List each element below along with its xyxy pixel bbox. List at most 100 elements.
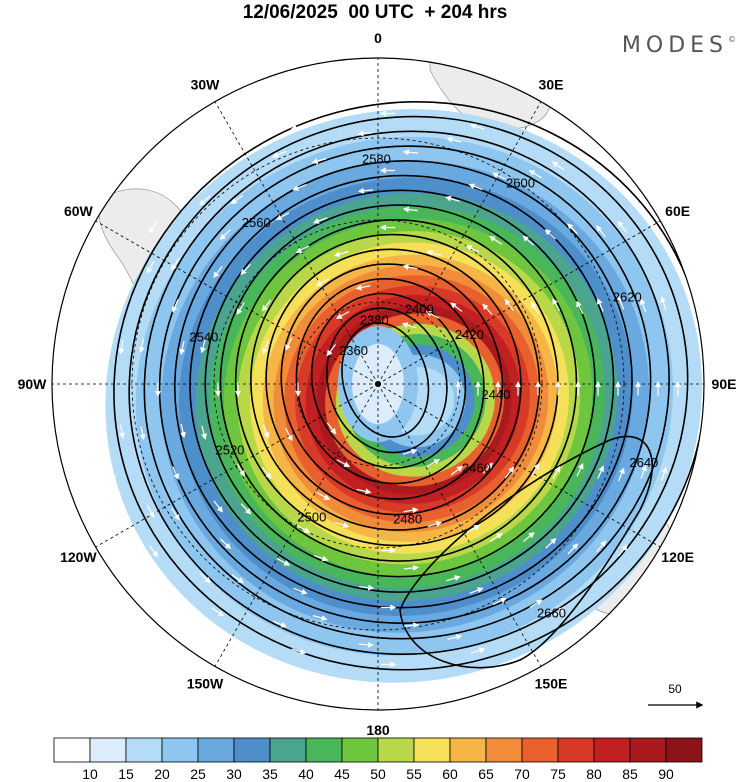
wind-vector	[292, 184, 307, 191]
wind-vector	[466, 524, 481, 533]
wind-vector	[108, 297, 115, 312]
wind-vector	[291, 648, 307, 655]
wind-vector	[425, 311, 440, 319]
wind-vector	[639, 298, 647, 313]
contour-label: 2600	[506, 176, 535, 191]
wind-vector	[402, 264, 418, 270]
wind-vector	[200, 339, 206, 354]
wind-vector	[201, 425, 207, 440]
wind-vector	[450, 302, 463, 312]
wind-vector	[482, 303, 493, 316]
height-contour	[158, 145, 652, 624]
wind-vector	[220, 538, 232, 550]
wind-vector	[356, 488, 372, 495]
colorbar-tick: 15	[118, 766, 134, 782]
contour-label: 2540	[189, 329, 218, 344]
wind-vector	[552, 607, 566, 617]
wind-vector	[236, 463, 245, 477]
wind-vector	[504, 466, 515, 479]
height-contours	[113, 101, 704, 671]
colorbar-tick: 70	[514, 766, 530, 782]
wind-vector	[211, 607, 225, 617]
wind-vector	[262, 424, 270, 439]
wind-vector	[567, 543, 579, 555]
wind-vector	[403, 507, 419, 514]
contour-labels: 2360 2380 2400 2420 2440 2460 2480 2500 2520 2540…	[189, 151, 658, 620]
wind-vector	[312, 615, 328, 621]
graticule	[52, 58, 704, 710]
colorbar-tick: 40	[298, 766, 314, 782]
wind-vector	[522, 235, 535, 246]
wind-vector	[335, 311, 350, 319]
map-title: 12/06/2025 00 UTC + 204 hrs	[242, 2, 508, 23]
height-contour	[295, 277, 485, 485]
wind-vector	[618, 544, 628, 557]
wind-vector	[468, 183, 483, 191]
colorbar-tick: 20	[154, 766, 170, 782]
wind-vector	[315, 278, 330, 286]
colorbar-swatch	[89, 737, 127, 763]
wind-vector	[426, 459, 441, 467]
wind-vector	[275, 212, 290, 221]
longitude-labels: 0 30E 60E 90E 120E 150E 180 150W 120W 90W 60W 30W	[18, 30, 737, 738]
wind-vector	[617, 220, 628, 233]
height-contour	[174, 160, 633, 609]
meridian-line	[95, 220, 379, 385]
contour-label: 2580	[362, 151, 391, 166]
wind-vector	[119, 424, 125, 439]
height-contour	[234, 219, 559, 547]
colorbar-swatch	[53, 737, 91, 763]
wind-vector	[199, 195, 211, 206]
wind-vector	[179, 340, 186, 356]
wind-vector	[617, 295, 625, 310]
colorbar-tick: 10	[82, 766, 98, 782]
wind-vector	[552, 298, 561, 312]
longitude-label: 90E	[712, 376, 737, 392]
wind-vector	[296, 525, 311, 533]
wind-vector	[172, 466, 180, 480]
colorbar-swatch	[629, 737, 667, 763]
contour-label: 2620	[613, 290, 642, 305]
contour-label: 2660	[537, 605, 566, 620]
wind-vector	[576, 300, 584, 315]
wind-vector	[482, 462, 493, 474]
height-contour	[219, 204, 578, 562]
wind-vector	[401, 322, 417, 329]
wind-vector	[231, 574, 244, 584]
contour-label: 2440	[481, 387, 510, 402]
wind-vector	[171, 508, 180, 521]
wind-vector	[492, 172, 506, 180]
colorbar: 10 15 20 25 30 35 40 45 50 55 60 65 70 75 80 85 90	[53, 737, 703, 782]
wind-vector	[285, 337, 293, 351]
wind-vector	[660, 296, 667, 311]
contour-label: 2640	[629, 455, 658, 470]
wind-vector	[661, 466, 668, 481]
wind-vector	[596, 225, 606, 238]
longitude-label: 120W	[60, 549, 97, 565]
wind-vector	[261, 299, 272, 312]
wind-vector	[359, 584, 375, 591]
wind-vector	[148, 545, 159, 558]
wind-vector	[333, 250, 349, 257]
reference-vector: 50	[648, 682, 704, 709]
colorbar-tick: 55	[406, 766, 422, 782]
wind-vector	[504, 298, 514, 311]
wind-vector	[272, 150, 287, 158]
height-contour	[326, 307, 448, 454]
wind-vector	[355, 284, 371, 291]
height-contour	[280, 263, 504, 500]
colorbar-swatch	[377, 737, 415, 763]
copyright-mark: ©	[728, 35, 736, 44]
height-contour	[265, 248, 522, 516]
contour-label: 2380	[360, 313, 389, 328]
wind-vector	[427, 521, 443, 528]
wind-vector	[640, 464, 647, 479]
longitude-label: 60W	[64, 203, 94, 219]
colorbar-swatch	[161, 737, 199, 763]
meridian-line	[95, 383, 379, 548]
longitude-label: 0	[374, 30, 382, 46]
wind-vector	[138, 338, 145, 354]
wind-vector	[446, 575, 461, 582]
colorbar-swatch	[197, 737, 235, 763]
wind-vector	[445, 195, 460, 202]
